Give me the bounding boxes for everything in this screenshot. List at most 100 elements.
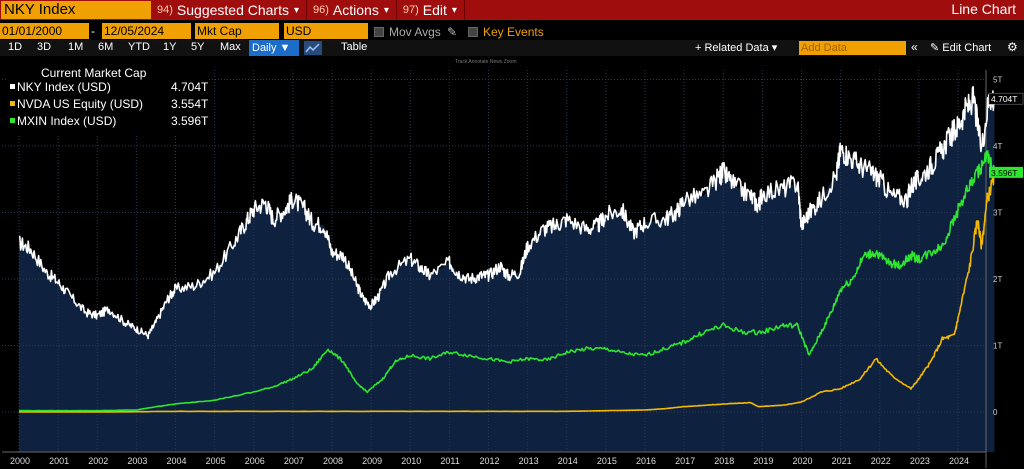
chevron-down-icon: ▾ [768, 42, 778, 54]
x-tick-label: 2009 [362, 456, 382, 466]
end-value-badge [988, 92, 1024, 105]
line-chart-icon[interactable] [304, 41, 322, 55]
legend-value: 4.704T [171, 80, 209, 94]
x-tick-label: 2002 [88, 456, 108, 466]
range-max-button[interactable]: Max [220, 41, 241, 53]
nky-series-line [18, 85, 996, 340]
x-tick-label: 2001 [49, 456, 69, 466]
menu-label: Suggested Charts [176, 2, 289, 18]
legend: Current Market Cap NKY Index (USD) 4.704… [8, 66, 208, 134]
x-tick-label: 2020 [793, 456, 813, 466]
mov-avgs-label: Mov Avgs [389, 25, 441, 39]
start-date-field[interactable]: 01/01/2000 [0, 23, 89, 39]
field-selector[interactable]: Mkt Cap [195, 23, 279, 39]
y-tick-label: 4T [993, 142, 1002, 151]
range-1m-button[interactable]: 1M [68, 41, 84, 53]
parameters-bar: 01/01/2000 - 12/05/2024 Mkt Cap USD Mov … [0, 22, 1024, 40]
x-tick-label: 2016 [636, 456, 656, 466]
x-tick-label: 2014 [558, 456, 578, 466]
x-tick-label: 2024 [949, 456, 969, 466]
range-1d-button[interactable]: 1D [8, 41, 23, 53]
y-tick-label: 3T [993, 209, 1002, 218]
menu-number: 96) [313, 4, 329, 16]
actions-menu[interactable]: 96) Actions ▾ [313, 0, 389, 20]
mxin-series-line [18, 150, 996, 412]
end-value-badge [989, 166, 1023, 178]
date-separator: - [91, 24, 95, 38]
range-3d-button[interactable]: 3D [37, 41, 52, 53]
legend-title: Current Market Cap [41, 66, 147, 80]
end-date-field[interactable]: 12/05/2024 [102, 23, 191, 39]
range-6m-button[interactable]: 6M [98, 41, 114, 53]
frequency-label: Daily [252, 42, 277, 54]
menu-divider [463, 0, 465, 20]
x-tick-label: 2000 [10, 456, 30, 466]
menu-number: 97) [402, 4, 419, 16]
menu-label: Edit [422, 2, 447, 18]
menu-divider [395, 0, 397, 20]
legend-value: 3.596T [171, 114, 209, 128]
x-tick-label: 2022 [871, 456, 891, 466]
range-5y-button[interactable]: 5Y [191, 41, 205, 53]
legend-name: NVDA US Equity (USD) [17, 97, 144, 111]
chevron-down-icon: ▾ [383, 4, 389, 16]
title-bar: NKY Index 94) Suggested Charts ▾ 96) Act… [0, 0, 1024, 20]
edit-chart-button[interactable]: ✎ Edit Chart [930, 41, 991, 54]
x-tick-label: 2019 [753, 456, 773, 466]
legend-swatch [10, 101, 15, 106]
add-data-input[interactable]: Add Data [799, 41, 906, 55]
x-tick-label: 2006 [245, 456, 265, 466]
ticker-field[interactable]: NKY Index [1, 1, 151, 19]
collapse-icon[interactable]: « [911, 40, 918, 54]
y-tick-label: 0 [993, 408, 998, 417]
edit-menu[interactable]: 97) Edit ▾ [403, 0, 457, 20]
range-1y-button[interactable]: 1Y [163, 41, 177, 53]
related-data-label: Related Data [704, 42, 769, 54]
pencil-icon: ✎ [930, 42, 943, 54]
suggested-charts-menu[interactable]: 94) Suggested Charts ▾ [157, 0, 299, 20]
end-value-label: 3.596T [991, 168, 1017, 178]
x-tick-label: 2003 [127, 456, 147, 466]
related-data-menu[interactable]: + Related Data ▾ [695, 41, 777, 54]
chevron-down-icon: ▾ [293, 4, 300, 16]
x-tick-label: 2011 [440, 456, 459, 466]
legend-item[interactable]: NVDA US Equity (USD) 3.554T [8, 97, 208, 111]
edit-chart-label: Edit Chart [942, 42, 992, 54]
mov-avgs-checkbox[interactable] [374, 27, 384, 37]
chart-type-label: Line Chart [951, 1, 1016, 17]
end-value-label: 4.704T [991, 94, 1017, 104]
y-tick-label: 5T [993, 76, 1002, 85]
x-tick-label: 2012 [480, 456, 500, 466]
x-tick-label: 2023 [910, 456, 930, 466]
menu-label: Actions [332, 2, 379, 18]
plus-icon: + [695, 42, 705, 54]
range-ytd-button[interactable]: YTD [128, 41, 150, 53]
x-tick-label: 2013 [519, 456, 539, 466]
legend-name: MXIN Index (USD) [17, 114, 117, 128]
legend-item[interactable]: MXIN Index (USD) 3.596T [8, 114, 208, 128]
legend-value: 3.554T [171, 97, 209, 111]
x-tick-label: 2007 [284, 456, 304, 466]
table-button[interactable]: Table [341, 41, 368, 53]
legend-item[interactable]: NKY Index (USD) 4.704T [8, 80, 208, 94]
chevron-down-icon: ▾ [451, 4, 457, 16]
x-tick-label: 2017 [675, 456, 695, 466]
x-tick-label: 2010 [401, 456, 421, 466]
chevron-down-icon: ▼ [279, 42, 291, 54]
pencil-icon[interactable]: ✎ [447, 25, 458, 39]
y-tick-label: 1T [993, 342, 1002, 351]
gear-icon[interactable]: ⚙ [1007, 40, 1018, 54]
legend-swatch [10, 84, 15, 89]
x-tick-label: 2018 [714, 456, 734, 466]
range-toolbar: 1D 3D 1M 6M YTD 1Y 5Y Max Daily ▼ Table … [0, 40, 1024, 56]
currency-selector[interactable]: USD [284, 23, 368, 39]
x-tick-label: 2021 [832, 456, 852, 466]
frequency-dropdown[interactable]: Daily ▼ [249, 40, 299, 56]
legend-swatch [10, 118, 15, 123]
nvda-series-line [18, 171, 996, 413]
key-events-label: Key Events [483, 25, 544, 39]
menu-divider [306, 0, 308, 20]
x-tick-label: 2008 [323, 456, 343, 466]
annotation-tools[interactable]: Track Annotate News Zoom [455, 59, 517, 65]
key-events-checkbox[interactable] [468, 27, 478, 37]
